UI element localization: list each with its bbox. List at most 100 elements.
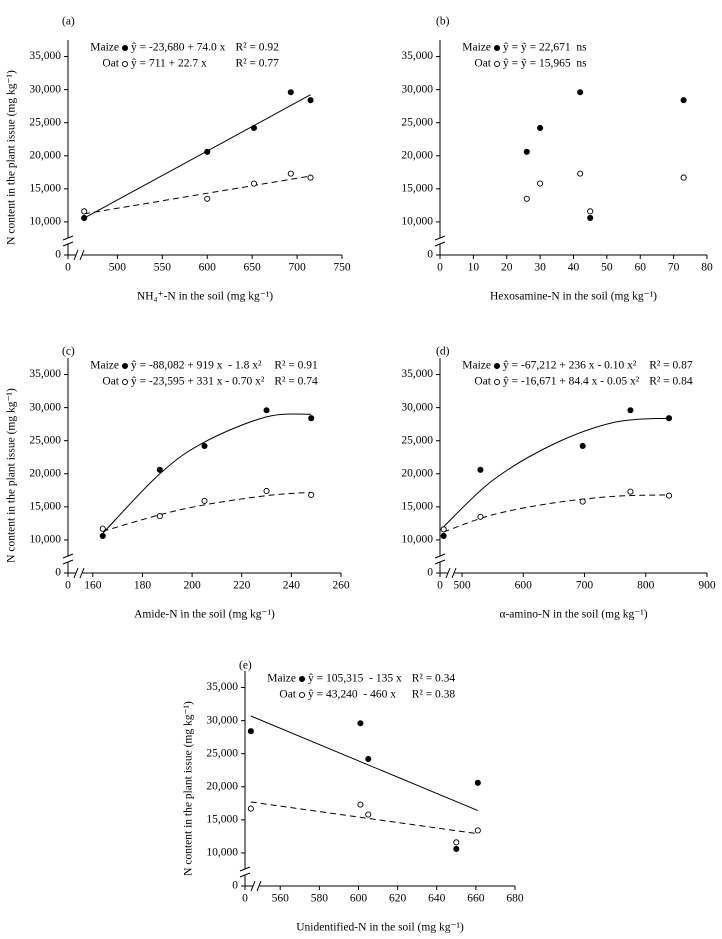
y-tick-label: 20,000: [29, 149, 61, 161]
x-tick-label: 620: [389, 893, 407, 905]
fit-line: [102, 491, 312, 532]
panel-label: (d): [436, 346, 450, 358]
legend-label: Oat: [279, 689, 296, 701]
x-tick-label: 200: [183, 580, 201, 592]
x-tick-label: 580: [311, 893, 329, 905]
equation: ŷ = 43,240 - 460 x: [308, 689, 396, 701]
axis-break: [434, 553, 446, 559]
data-point: [523, 148, 530, 155]
fit-line: [443, 494, 670, 533]
data-point: [665, 492, 673, 499]
x-axis-label: NH₄⁺-N in the soil (mg kg⁻¹): [137, 291, 273, 303]
x-tick-label: 160: [84, 580, 102, 592]
axis-break: [256, 880, 262, 892]
x-tick-label: 220: [233, 580, 251, 592]
legend-label: Oat: [102, 376, 119, 388]
legend-label: Maize: [90, 42, 119, 54]
x-tick-label: 600: [199, 262, 217, 274]
axis-break: [62, 559, 74, 565]
x-tick-label: 600: [350, 893, 368, 905]
panel: (b) Hexosamine-N in the soil (mg kg⁻¹) 00 1…: [401, 16, 713, 303]
fit-line: [84, 175, 311, 215]
x-tick-label: 800: [637, 580, 655, 592]
data-point: [308, 491, 315, 498]
axis-break: [451, 567, 457, 579]
axis-break: [79, 249, 85, 261]
equation: ŷ = ỹ = 22,671 ns: [503, 42, 587, 54]
legend-label: Maize: [462, 360, 491, 372]
axis-break: [434, 235, 446, 241]
y-origin-label: 0: [55, 249, 61, 261]
axis-break: [434, 559, 446, 565]
x-tick-label: 560: [272, 893, 290, 905]
y-tick-label: 15,000: [29, 500, 61, 512]
legend-marker: [121, 60, 129, 68]
legend-marker: [121, 44, 129, 52]
panel-label: (a): [62, 16, 75, 28]
data-point: [477, 466, 484, 473]
panel: (a) N content in the plant issue (mg kg⁻¹…: [6, 16, 351, 303]
x-tick-label: 180: [134, 580, 152, 592]
equation: ŷ = 105,315 - 135 x: [308, 673, 402, 685]
x-tick-label: 20: [501, 262, 513, 274]
axis-break: [73, 567, 79, 579]
y-tick-label: 20,000: [29, 467, 61, 479]
x-tick-label: 70: [668, 262, 680, 274]
legend-label: Maize: [90, 360, 119, 372]
data-point: [204, 148, 211, 155]
y-origin-label: 0: [232, 880, 238, 892]
legend-label: Oat: [474, 58, 491, 70]
data-point: [537, 180, 544, 187]
r-squared: R² = 0.74: [274, 376, 318, 388]
legend-label: Oat: [474, 376, 491, 388]
equation: ŷ = -88,082 + 919 x - 1.8 x²: [131, 360, 262, 372]
data-point: [453, 845, 460, 853]
x-axis-label: Hexosamine-N in the soil (mg kg⁻¹): [490, 291, 657, 303]
x-axis-label: Amide-N in the soil (mg kg⁻¹): [134, 609, 275, 621]
y-tick-label: 15,000: [29, 182, 61, 194]
data-point: [680, 97, 687, 104]
equation: ŷ = -16,671 + 84.4 x - 0.05 x²: [503, 376, 640, 388]
y-origin-label: 0: [427, 249, 433, 261]
equation: ŷ = 711 + 22.7 x: [131, 58, 207, 70]
panel-label: (c): [62, 346, 75, 358]
data-point: [81, 214, 88, 222]
x-axis-label: Unidentified-N in the soil (mg kg⁻¹): [296, 922, 464, 934]
legend-marker: [493, 60, 501, 68]
y-tick-label: 30,000: [29, 401, 61, 413]
axis-break: [239, 866, 251, 872]
axis-break: [73, 249, 79, 261]
y-tick-label: 15,000: [401, 500, 433, 512]
x-origin-label: 0: [65, 580, 71, 592]
x-tick-label: 640: [428, 893, 446, 905]
data-point: [156, 466, 163, 473]
legend-label: Maize: [267, 673, 296, 685]
x-tick-label: 700: [576, 580, 594, 592]
data-point: [440, 526, 447, 533]
y-tick-label: 20,000: [401, 149, 433, 161]
data-point: [627, 488, 634, 495]
r-squared: R² = 0.77: [235, 58, 279, 70]
data-point: [250, 124, 258, 132]
x-tick-label: 30: [534, 262, 546, 274]
axis-break: [250, 880, 256, 892]
x-tick-label: 0: [437, 262, 443, 274]
legend-marker: [121, 378, 129, 386]
y-tick-label: 30,000: [206, 714, 238, 726]
data-point: [579, 498, 586, 505]
x-tick-label: 900: [698, 580, 716, 592]
x-origin-label: 0: [242, 893, 248, 905]
data-point: [680, 174, 687, 181]
y-tick-label: 25,000: [401, 116, 433, 128]
axis-break: [62, 553, 74, 559]
x-axis-label: α-amino-N in the soil (mg kg⁻¹): [499, 609, 647, 621]
x-tick-label: 650: [244, 262, 262, 274]
x-tick-label: 60: [635, 262, 647, 274]
axis-break: [62, 235, 74, 241]
r-squared: R² = 0.91: [274, 360, 318, 372]
y-tick-label: 10,000: [29, 216, 61, 228]
panel-label: (e): [239, 660, 252, 672]
x-tick-label: 750: [333, 262, 351, 274]
equation: ŷ = -23,680 + 74.0 x: [131, 42, 226, 54]
